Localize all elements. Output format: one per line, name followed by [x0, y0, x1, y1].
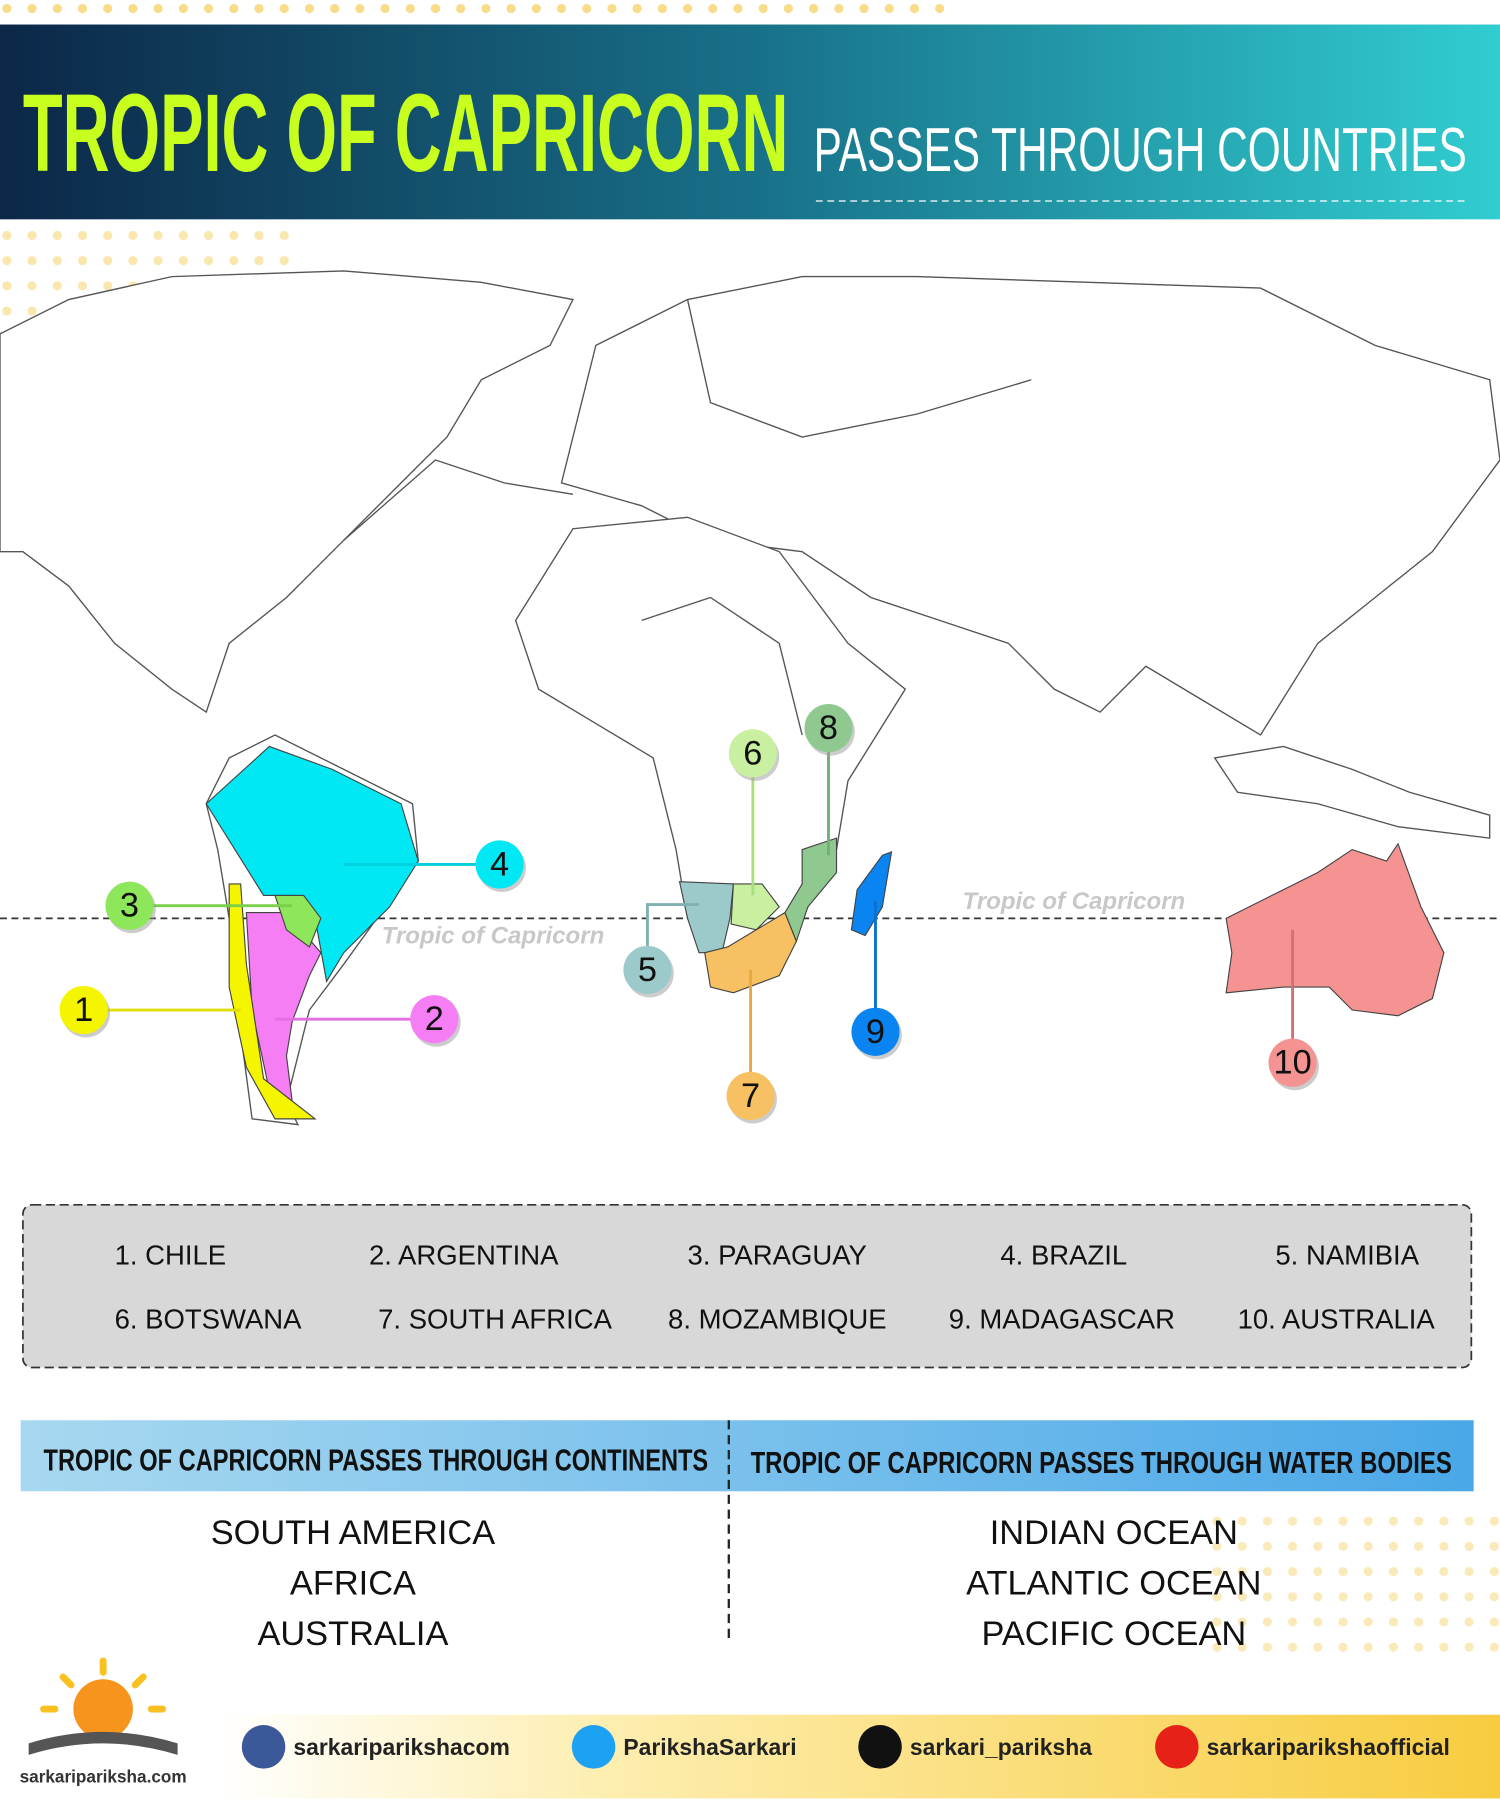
marker-circle	[410, 995, 459, 1044]
marker-label: 4	[490, 845, 509, 883]
country-brazil	[205, 745, 419, 983]
tropic-label: Tropic of Capricorn	[382, 923, 605, 950]
continent-item: AUSTRALIA	[257, 1615, 448, 1653]
country-item: 7. SOUTH AFRICA	[378, 1304, 612, 1335]
continents-heading: TROPIC OF CAPRICORN PASSES THROUGH CONTI…	[44, 1443, 709, 1478]
tropic-label: Tropic of Capricorn	[963, 888, 1186, 915]
marker-label: 2	[425, 1000, 444, 1038]
social-handle[interactable]: sarkariparikshacom	[293, 1734, 509, 1760]
subtitle: PASSES THROUGH COUNTRIES	[814, 116, 1467, 185]
country-item: 9. MADAGASCAR	[949, 1304, 1175, 1335]
country-australia	[1225, 842, 1445, 1017]
country-botswana	[730, 883, 780, 931]
marker-circle	[105, 881, 154, 930]
marker-circle	[851, 1007, 900, 1056]
website: sarkaripariksha.com	[20, 1766, 187, 1786]
country-item: 5. NAMIBIA	[1275, 1239, 1419, 1270]
social-handle[interactable]: sarkari_pariksha	[910, 1734, 1092, 1760]
country-item: 1. CHILE	[115, 1239, 227, 1270]
water-bodies-heading: TROPIC OF CAPRICORN PASSES THROUGH WATER…	[751, 1445, 1452, 1480]
logo: sarkaripariksha.com	[20, 1657, 187, 1786]
marker-label: 1	[74, 991, 93, 1029]
marker-label: 6	[743, 734, 762, 772]
water-body-item: INDIAN OCEAN	[990, 1514, 1238, 1552]
marker-circle	[623, 945, 672, 994]
table-header	[20, 1420, 1474, 1492]
country-list-box	[22, 1203, 1473, 1369]
marker-label: 3	[120, 887, 139, 925]
markers: 1 2 3 4 5 6 7 8 9 10	[59, 704, 1319, 1124]
header-band	[0, 24, 1500, 220]
marker-label: 5	[638, 951, 657, 989]
country-item: 6. BOTSWANA	[115, 1304, 303, 1335]
country-paraguay	[274, 894, 322, 948]
country-item: 3. PARAGUAY	[688, 1239, 867, 1270]
decor-dots	[0, 1, 952, 16]
title: TROPIC OF CAPRICORN	[23, 72, 788, 195]
marker-circle	[59, 985, 108, 1035]
marker-label: 9	[866, 1013, 885, 1051]
water-body-item: PACIFIC OCEAN	[981, 1615, 1246, 1653]
social-links: sarkariparikshacom ParikshaSarkari sarkari…	[241, 1725, 1450, 1769]
marker-circle	[726, 1071, 775, 1121]
social-icon	[858, 1725, 902, 1769]
social-handle[interactable]: ParikshaSarkari	[623, 1734, 796, 1760]
marker-circle	[475, 840, 524, 889]
water-body-item: ATLANTIC OCEAN	[966, 1564, 1261, 1602]
social-icon	[1155, 1725, 1199, 1769]
marker-label: 10	[1273, 1044, 1311, 1082]
social-icon	[241, 1725, 286, 1769]
country-item: 2. ARGENTINA	[369, 1239, 559, 1270]
highlighted-countries	[205, 745, 1445, 1120]
decor-dots	[1203, 1502, 1500, 1664]
continent-item: SOUTH AMERICA	[211, 1514, 496, 1552]
marker-label: 8	[819, 709, 838, 747]
marker-label: 7	[741, 1077, 760, 1115]
footer-band	[217, 1714, 1500, 1799]
social-handle[interactable]: sarkariparikshaofficial	[1207, 1734, 1450, 1760]
country-item: 10. AUSTRALIA	[1238, 1304, 1436, 1335]
continent-item: AFRICA	[290, 1564, 416, 1602]
country-item: 4. BRAZIL	[1000, 1239, 1127, 1270]
marker-circle	[728, 729, 777, 778]
marker-circle	[1268, 1038, 1317, 1087]
country-chile	[228, 883, 317, 1120]
country-mozambique	[784, 837, 838, 943]
country-list: 1. CHILE 2. ARGENTINA 3. PARAGUAY 4. BRAZIL…	[115, 1239, 1436, 1334]
table-lists: SOUTH AMERICA AFRICA AUSTRALIA INDIAN OCEAN…	[211, 1514, 1262, 1653]
country-item: 8. MOZAMBIQUE	[668, 1304, 887, 1335]
social-icon	[571, 1725, 616, 1769]
country-madagascar	[850, 850, 893, 937]
marker-circle	[804, 704, 853, 753]
